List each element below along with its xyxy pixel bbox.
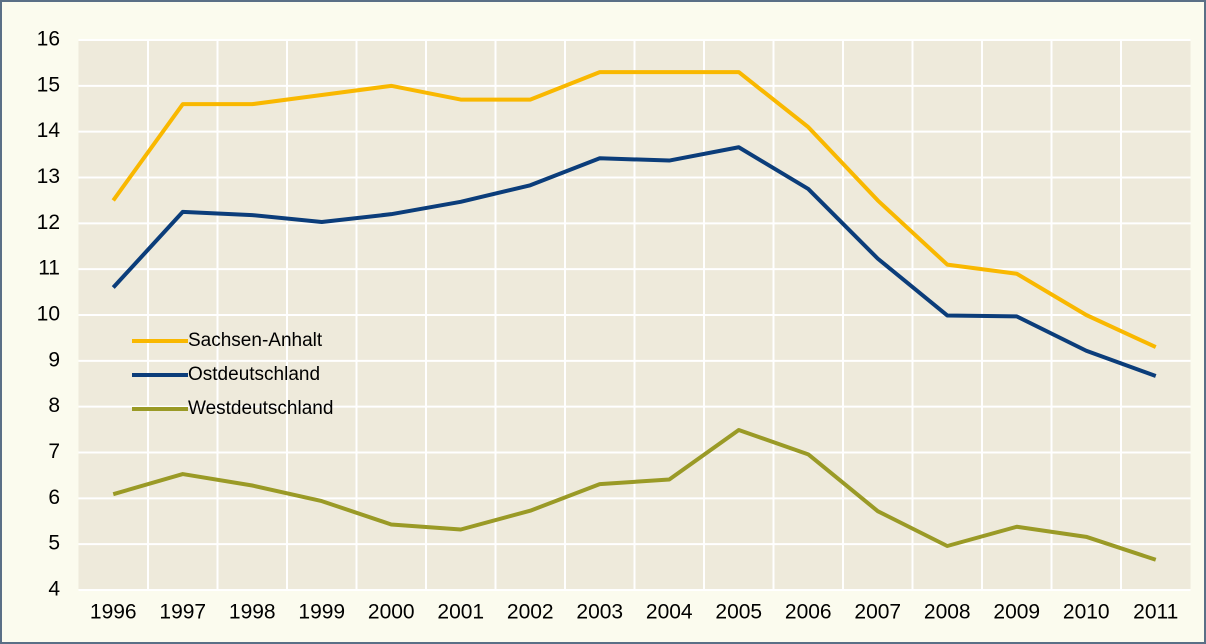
x-tick-label: 2004	[646, 601, 693, 624]
x-tick-label: 2001	[437, 601, 484, 624]
y-tick-label: 10	[37, 303, 60, 326]
y-tick-label: 4	[48, 578, 60, 601]
y-tick-label: 15	[37, 73, 60, 96]
legend-label: Sachsen-Anhalt	[188, 330, 323, 351]
legend-label: Ostdeutschland	[188, 364, 320, 385]
x-tick-label: 2003	[576, 601, 623, 624]
series-line	[111, 70, 1157, 349]
y-tick-label: 6	[48, 486, 60, 509]
y-tick-label: 8	[48, 394, 60, 417]
x-tick-label: 2007	[854, 601, 901, 624]
y-tick-label: 14	[37, 119, 61, 142]
series-line	[111, 145, 1157, 378]
y-tick-label: 9	[48, 348, 60, 371]
x-tick-label: 1998	[229, 601, 276, 624]
x-tick-label: 2000	[368, 601, 415, 624]
x-tick-label: 1999	[298, 601, 345, 624]
x-tick-label: 2008	[924, 601, 971, 624]
y-tick-label: 5	[48, 532, 60, 555]
y-tick-label: 13	[37, 165, 60, 188]
x-tick-label: 1996	[90, 601, 137, 624]
legend-label: Westdeutschland	[188, 398, 333, 419]
x-tick-label: 2006	[785, 601, 832, 624]
y-tick-label: 11	[38, 257, 60, 280]
x-tick-label: 2009	[993, 601, 1040, 624]
series-line	[112, 428, 1157, 562]
y-tick-label: 12	[37, 211, 60, 234]
x-tick-label: 2010	[1063, 601, 1110, 624]
x-tick-label: 2002	[507, 601, 554, 624]
x-tick-label: 1997	[159, 601, 206, 624]
x-tick-label: 2005	[715, 601, 762, 624]
y-tick-label: 7	[48, 440, 60, 463]
y-tick-label: 16	[37, 28, 60, 51]
x-tick-label: 2011	[1133, 601, 1178, 624]
